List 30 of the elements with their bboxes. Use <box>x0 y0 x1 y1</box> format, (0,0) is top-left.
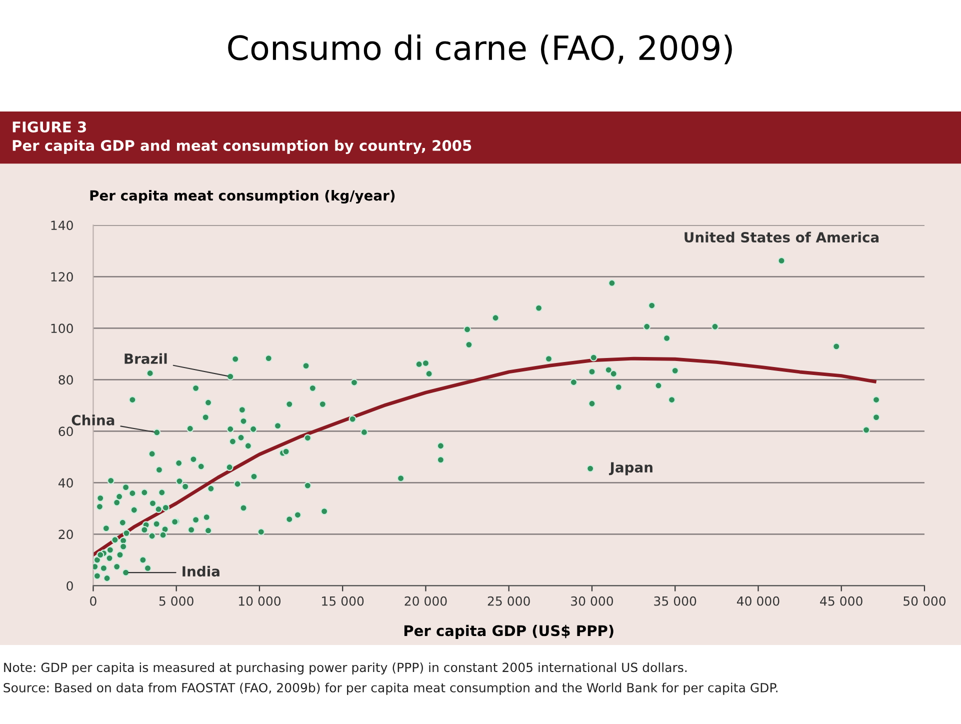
y-tick-label: 80 <box>58 375 73 385</box>
y-tick-label: 100 <box>51 324 73 334</box>
y-tick-label: 40 <box>58 478 73 488</box>
x-tick-label: 45 000 <box>820 596 862 606</box>
x-tick-label: 20 000 <box>404 596 447 606</box>
y-tick-label: 0 <box>66 581 73 591</box>
x-tick-label: 10 000 <box>238 596 281 606</box>
y-tick-label: 120 <box>51 272 73 282</box>
x-tick-label: 5 000 <box>159 596 194 606</box>
x-tick-label: 25 000 <box>488 596 530 606</box>
text: Note: GDP per capita is measured at purchasing power parity (PPP) in constant 2005 international US dollars. <box>4 662 687 675</box>
y-tick-label: 140 <box>51 220 73 230</box>
annotation: Brazil <box>124 353 167 364</box>
y-tick-label: 60 <box>58 426 73 436</box>
chart-title: Consumo di carne (FAO, 2009) <box>228 34 732 64</box>
x-tick-label: 50 000 <box>904 596 946 606</box>
source-note: Source: Based on data from FAOSTAT (FAO, 2009b) for per capita meat consumption and the World Bank for per capita GDP. <box>4 682 778 695</box>
x-tick-label: 0 <box>90 596 96 606</box>
x-tick-label: 30 000 <box>571 596 614 606</box>
x-tick-label: 40 000 <box>736 596 780 606</box>
annotation: India <box>182 566 220 577</box>
y-tick-label: 20 <box>58 530 73 540</box>
x-axis-title: Per capita GDP (US$ PPP) <box>404 624 614 640</box>
y-axis-title: Per capita meat consumption (kg/year) <box>90 190 395 204</box>
chart-subtitle: FIGURE 3 Per capita GDP and meat consumption by country, 2005 <box>12 121 472 154</box>
x-tick-label: 15 000 <box>322 596 364 606</box>
annotation: Japan <box>608 462 652 476</box>
annotation: United States of America <box>684 232 879 243</box>
annotation: China <box>72 414 114 426</box>
x-tick-label: 35 000 <box>654 596 696 606</box>
